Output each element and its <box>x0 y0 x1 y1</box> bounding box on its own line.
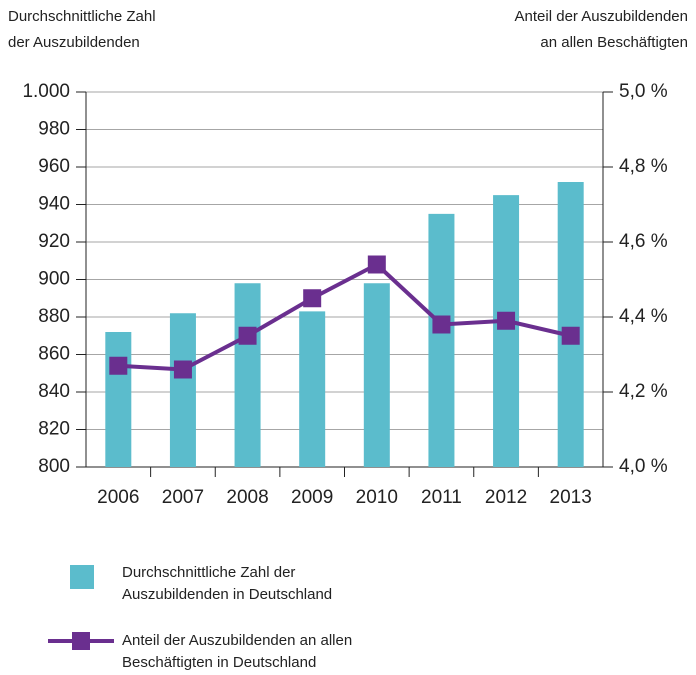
y-tick-label: 840 <box>38 381 70 402</box>
marker <box>238 326 257 345</box>
legend-label: Durchschnittliche Zahl der Auszubildende… <box>122 564 333 603</box>
legend-label: Anteil der Auszubildenden an allen Besch… <box>122 632 353 671</box>
y-tick-label: 820 <box>38 419 70 440</box>
y-axis-title: der Auszubildenden <box>8 34 140 51</box>
x-tick-label: 2013 <box>550 487 592 508</box>
y2-axis-title: an allen Beschäftigten <box>540 34 688 51</box>
y2-tick-label: 4,6 % <box>619 231 668 252</box>
x-tick-label: 2012 <box>485 487 527 508</box>
y2-tick-label: 5,0 % <box>619 81 668 102</box>
y-tick-label: 900 <box>38 269 70 290</box>
y-tick-label: 980 <box>38 119 70 140</box>
y2-tick-label: 4,0 % <box>619 456 668 477</box>
legend-swatch <box>70 565 94 589</box>
y-tick-label: 880 <box>38 306 70 327</box>
y-tick-label: 960 <box>38 156 70 177</box>
y-tick-label: 920 <box>38 231 70 252</box>
bar <box>234 283 261 467</box>
bar <box>428 213 455 467</box>
y-tick-label: 940 <box>38 194 70 215</box>
marker <box>497 311 516 330</box>
x-tick-label: 2009 <box>291 487 333 508</box>
marker <box>303 289 322 308</box>
x-tick-label: 2006 <box>97 487 139 508</box>
marker <box>561 326 580 345</box>
bar <box>299 311 326 467</box>
y-tick-label: 800 <box>38 456 70 477</box>
y2-axis-title: Anteil der Auszubildenden <box>515 8 688 25</box>
bar <box>169 313 196 467</box>
y-axis-title: Durchschnittliche Zahl <box>8 8 156 25</box>
x-tick-label: 2008 <box>226 487 268 508</box>
line <box>118 262 572 372</box>
bar <box>105 332 132 467</box>
marker <box>109 356 128 375</box>
x-tick-label: 2011 <box>421 487 462 508</box>
x-tick-label: 2010 <box>356 487 398 508</box>
x-tick-label: 2007 <box>162 487 204 508</box>
marker <box>432 315 451 334</box>
legend-swatch <box>72 632 90 650</box>
marker <box>367 255 386 274</box>
y2-tick-label: 4,8 % <box>619 156 668 177</box>
y-tick-label: 860 <box>38 344 70 365</box>
y2-tick-label: 4,4 % <box>619 306 668 327</box>
bar <box>363 283 390 467</box>
bar <box>493 195 520 467</box>
bar <box>557 182 584 467</box>
y2-tick-label: 4,2 % <box>619 381 668 402</box>
marker <box>173 360 192 379</box>
y-tick-label: 1.000 <box>22 81 70 102</box>
